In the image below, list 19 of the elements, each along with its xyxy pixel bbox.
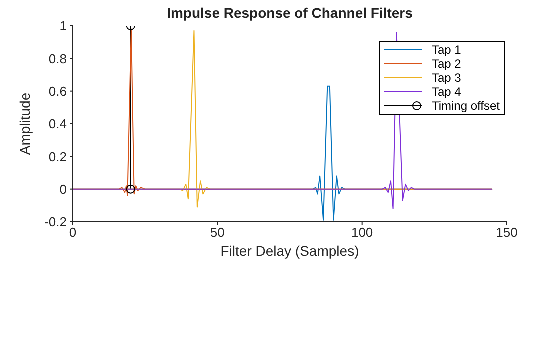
x-tick-label: 150 bbox=[496, 225, 518, 240]
x-tick-label: 0 bbox=[69, 225, 77, 240]
y-tick-label: 0 bbox=[60, 182, 67, 197]
y-tick-label: -0.2 bbox=[44, 214, 67, 230]
legend-label: Tap 2 bbox=[432, 57, 462, 71]
y-tick-label: 0.6 bbox=[48, 84, 67, 99]
x-axis-title: Filter Delay (Samples) bbox=[220, 243, 360, 259]
y-tick-label: 1 bbox=[60, 18, 67, 34]
y-tick-label: 0.2 bbox=[48, 149, 67, 164]
legend-label: Timing offset bbox=[432, 99, 500, 113]
y-axis-title: Amplitude bbox=[16, 92, 33, 156]
legend-label: Tap 3 bbox=[432, 71, 462, 85]
chart-title: Impulse Response of Channel Filters bbox=[167, 5, 414, 21]
y-tick-label: 0.4 bbox=[48, 116, 67, 132]
y-tick-label: 0.8 bbox=[48, 51, 67, 66]
legend-label: Tap 1 bbox=[432, 43, 462, 57]
legend-label: Tap 4 bbox=[432, 85, 462, 99]
x-tick-label: 50 bbox=[210, 225, 225, 240]
x-tick-label: 100 bbox=[351, 225, 374, 240]
